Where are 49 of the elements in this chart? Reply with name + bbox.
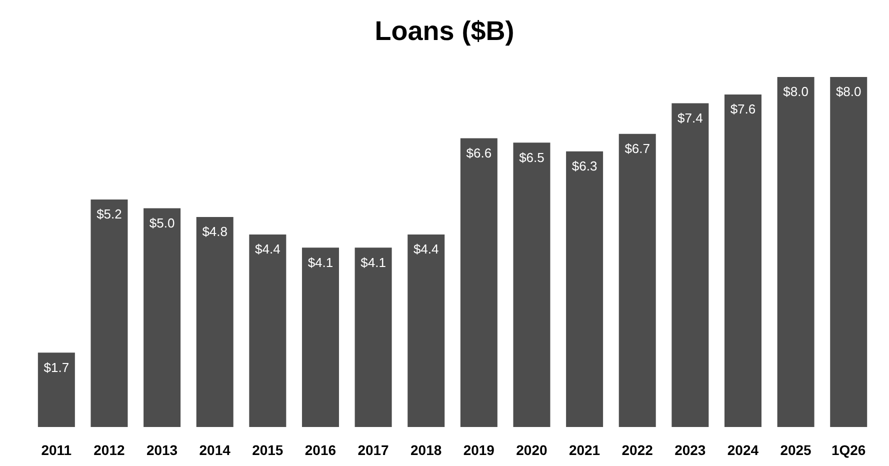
x-tick-label: 2016	[304, 442, 336, 458]
x-tick-label: 1Q26	[831, 442, 866, 458]
data-label: $5.2	[96, 206, 122, 222]
bar	[302, 248, 339, 427]
data-label: $8.0	[836, 84, 862, 100]
x-tick-label: 2013	[146, 442, 178, 458]
x-tick-label: 2011	[41, 442, 72, 458]
bar	[830, 77, 868, 427]
x-tick-label: 2015	[252, 442, 284, 458]
data-label: $6.5	[519, 150, 544, 165]
bar	[618, 134, 656, 427]
x-tick-label: 2023	[674, 442, 706, 458]
data-label: $8.0	[783, 84, 808, 100]
bar	[354, 248, 392, 427]
bar	[408, 234, 445, 427]
bar	[38, 352, 75, 427]
data-label: $6.3	[572, 158, 598, 174]
x-tick-label: 2018	[410, 442, 442, 458]
bar	[724, 94, 762, 427]
bar	[90, 200, 128, 427]
data-label: $4.4	[413, 242, 439, 257]
bar	[513, 142, 550, 427]
x-tick-label: 2021	[568, 442, 600, 458]
bar	[566, 151, 604, 427]
bar	[196, 217, 234, 427]
data-label: $4.4	[255, 242, 280, 257]
data-label: $4.1	[360, 254, 386, 270]
bar	[144, 208, 181, 427]
data-label: $7.4	[678, 110, 703, 126]
x-tick-label: 2019	[463, 442, 495, 458]
x-tick-label: 2017	[358, 442, 390, 458]
bar	[672, 103, 709, 427]
chart-title: Loans ($B)	[374, 16, 516, 47]
x-tick-label: 2022	[622, 442, 654, 458]
bar	[249, 234, 286, 427]
data-label: $4.1	[308, 254, 334, 270]
data-label: $7.6	[730, 102, 756, 117]
data-label: $6.6	[466, 145, 492, 160]
data-label: $6.7	[624, 141, 650, 156]
data-label: $1.7	[44, 360, 70, 375]
x-tick-label: 2024	[727, 442, 759, 458]
x-tick-label: 2025	[780, 442, 812, 458]
x-tick-label: 2012	[94, 442, 125, 458]
bar	[777, 77, 814, 427]
bar	[460, 138, 498, 427]
data-label: $5.0	[149, 215, 175, 230]
x-tick-label: 2014	[199, 442, 231, 458]
x-tick-label: 2020	[516, 442, 548, 458]
data-label: $4.8	[202, 224, 228, 240]
